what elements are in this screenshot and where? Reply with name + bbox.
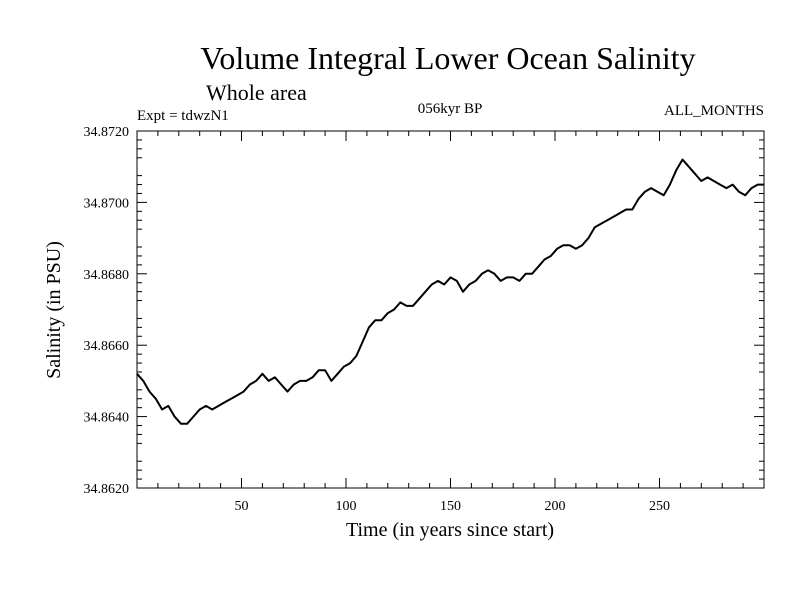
y-axis: 34.8620 34.8640 34.8660 34.8680 34.8700 34.87… [84,125,764,497]
x-tick-label: 200 [545,499,566,514]
x-tick-label: 50 [235,499,249,514]
y-tick-label: 34.8700 [84,196,130,211]
y-tick-label: 34.8640 [84,411,130,426]
y-tick-label: 34.8620 [84,482,130,497]
x-axis-label: Time (in years since start) [346,519,554,541]
experiment-label: Expt = tdwzN1 [137,108,229,124]
x-tick-label: 250 [649,499,670,514]
x-tick-label: 150 [440,499,461,514]
y-axis-label: Salinity (in PSU) [43,241,65,379]
x-axis: 50 100 150 200 250 [157,131,744,514]
period-label: 056kyr BP [418,101,483,117]
months-label: ALL_MONTHS [664,103,764,119]
chart-title: Volume Integral Lower Ocean Salinity [200,40,695,76]
x-tick-label: 100 [336,499,357,514]
chart-subtitle: Whole area [206,80,307,105]
y-tick-label: 34.8680 [84,268,130,283]
y-tick-label: 34.8660 [84,339,130,354]
salinity-series-line [136,158,764,425]
y-tick-label: 34.8720 [84,125,130,140]
